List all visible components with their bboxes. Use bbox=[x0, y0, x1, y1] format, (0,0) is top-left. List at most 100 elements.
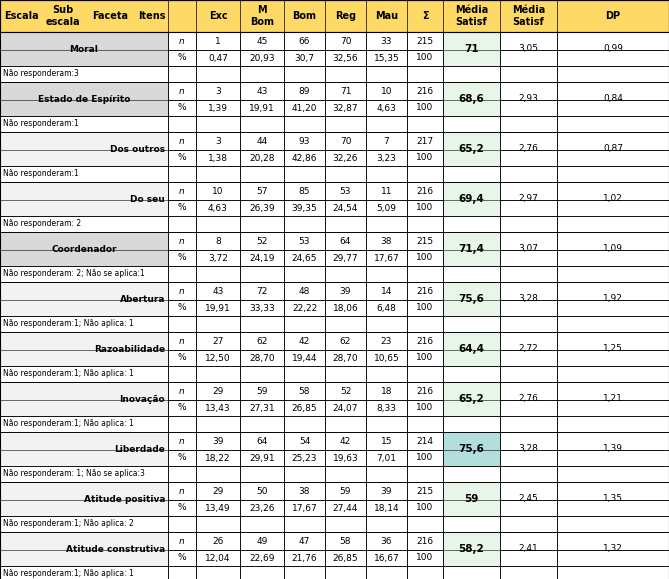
Bar bbox=[168, 182, 196, 200]
Bar bbox=[443, 432, 500, 466]
Bar bbox=[500, 532, 557, 550]
Text: 1: 1 bbox=[215, 36, 221, 46]
Text: 36: 36 bbox=[381, 537, 392, 545]
Bar bbox=[500, 50, 557, 66]
Bar bbox=[366, 182, 407, 200]
Bar bbox=[407, 100, 443, 116]
Text: Atitude positiva: Atitude positiva bbox=[84, 494, 165, 504]
Bar bbox=[557, 566, 669, 579]
Bar bbox=[284, 182, 325, 200]
Bar bbox=[284, 550, 325, 566]
Bar bbox=[240, 532, 284, 550]
Bar bbox=[500, 450, 557, 466]
Text: Sub
escala: Sub escala bbox=[45, 5, 80, 27]
Bar bbox=[168, 250, 196, 266]
Text: 2,41: 2,41 bbox=[518, 544, 539, 554]
Bar bbox=[366, 550, 407, 566]
Text: Itens: Itens bbox=[138, 11, 166, 21]
Text: n: n bbox=[179, 336, 185, 346]
Text: 3,23: 3,23 bbox=[377, 153, 397, 163]
Bar bbox=[168, 516, 196, 532]
Bar bbox=[407, 466, 443, 482]
Bar bbox=[240, 182, 284, 200]
Bar bbox=[284, 82, 325, 100]
Text: %: % bbox=[178, 554, 186, 563]
Bar bbox=[407, 50, 443, 66]
Bar bbox=[557, 182, 669, 200]
Bar bbox=[557, 32, 669, 50]
Bar bbox=[443, 32, 500, 66]
Text: Não responderam:1; Não aplica: 1: Não responderam:1; Não aplica: 1 bbox=[3, 420, 134, 428]
Bar bbox=[240, 382, 284, 400]
Bar bbox=[500, 82, 557, 100]
Text: 18,06: 18,06 bbox=[332, 303, 359, 313]
Text: n: n bbox=[179, 486, 185, 496]
Text: Razoabilidade: Razoabilidade bbox=[94, 345, 165, 354]
Bar bbox=[240, 482, 284, 500]
Text: 32,56: 32,56 bbox=[332, 53, 359, 63]
Bar bbox=[557, 200, 669, 216]
Bar bbox=[325, 232, 366, 250]
Bar bbox=[168, 316, 196, 332]
Bar bbox=[168, 300, 196, 316]
Bar bbox=[366, 432, 407, 450]
Text: 6,48: 6,48 bbox=[377, 303, 397, 313]
Bar bbox=[366, 216, 407, 232]
Bar bbox=[500, 266, 557, 282]
Text: 100: 100 bbox=[416, 554, 434, 563]
Bar bbox=[366, 266, 407, 282]
Bar bbox=[240, 500, 284, 516]
Text: 215: 215 bbox=[416, 36, 434, 46]
Text: %: % bbox=[178, 303, 186, 313]
Text: 89: 89 bbox=[299, 86, 310, 96]
Bar bbox=[196, 300, 240, 316]
Text: 0,84: 0,84 bbox=[603, 94, 623, 104]
Bar bbox=[407, 450, 443, 466]
Bar bbox=[168, 466, 196, 482]
Text: 3: 3 bbox=[215, 137, 221, 145]
Bar bbox=[196, 366, 240, 382]
Text: 0,99: 0,99 bbox=[603, 45, 623, 53]
Bar bbox=[557, 150, 669, 166]
Text: 2,45: 2,45 bbox=[518, 494, 539, 504]
Bar bbox=[325, 116, 366, 132]
Bar bbox=[325, 500, 366, 516]
Bar bbox=[196, 316, 240, 332]
Bar bbox=[196, 216, 240, 232]
Bar bbox=[168, 532, 196, 550]
Bar bbox=[443, 516, 500, 532]
Bar bbox=[284, 282, 325, 300]
Text: 65,2: 65,2 bbox=[459, 394, 484, 404]
Bar bbox=[284, 32, 325, 50]
Bar bbox=[366, 532, 407, 550]
Bar bbox=[240, 200, 284, 216]
Bar bbox=[284, 116, 325, 132]
Bar bbox=[557, 400, 669, 416]
Bar bbox=[557, 482, 669, 500]
Bar bbox=[443, 266, 500, 282]
Bar bbox=[557, 166, 669, 182]
Bar bbox=[168, 132, 196, 150]
Text: 24,07: 24,07 bbox=[332, 404, 359, 412]
Bar bbox=[325, 466, 366, 482]
Bar bbox=[168, 500, 196, 516]
Text: 3,72: 3,72 bbox=[208, 254, 228, 262]
Bar bbox=[325, 100, 366, 116]
Text: 5,09: 5,09 bbox=[377, 203, 397, 212]
Bar bbox=[500, 316, 557, 332]
Text: 71: 71 bbox=[340, 86, 351, 96]
Text: 59: 59 bbox=[256, 387, 268, 395]
Text: %: % bbox=[178, 504, 186, 512]
Bar bbox=[196, 50, 240, 66]
Bar bbox=[557, 500, 669, 516]
Text: %: % bbox=[178, 453, 186, 463]
Bar bbox=[366, 450, 407, 466]
Bar bbox=[500, 350, 557, 366]
Text: 39,35: 39,35 bbox=[292, 203, 317, 212]
Bar bbox=[196, 382, 240, 400]
Text: 20,93: 20,93 bbox=[249, 53, 275, 63]
Bar bbox=[0, 566, 168, 579]
Bar bbox=[240, 32, 284, 50]
Bar bbox=[284, 450, 325, 466]
Bar bbox=[196, 550, 240, 566]
